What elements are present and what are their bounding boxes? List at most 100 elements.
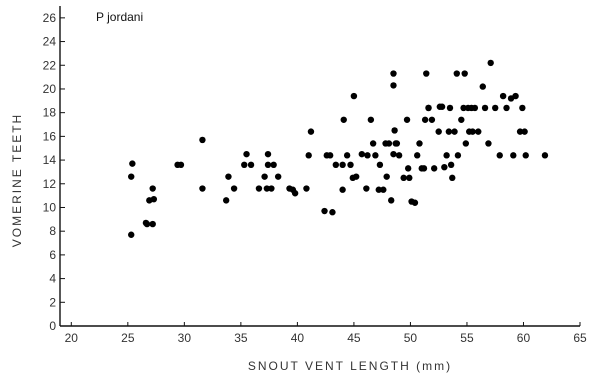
data-point [469, 128, 476, 135]
data-point [150, 195, 158, 203]
data-point [449, 174, 456, 182]
y-tick-label: 22 [43, 58, 57, 72]
data-point [390, 150, 397, 158]
data-point [352, 173, 360, 180]
y-tick-label: 2 [49, 295, 56, 309]
data-point [364, 152, 371, 159]
data-point [291, 190, 299, 197]
data-point [430, 165, 438, 172]
data-point [177, 161, 185, 169]
data-point [445, 128, 453, 135]
data-point [404, 165, 412, 172]
data-point [268, 185, 275, 192]
data-point [332, 161, 340, 169]
data-point [390, 82, 397, 89]
data-point [305, 152, 312, 159]
data-point [541, 152, 549, 159]
data-point [423, 70, 430, 77]
data-point [458, 116, 465, 123]
data-points [128, 59, 549, 238]
data-point [376, 161, 384, 169]
data-point [522, 152, 529, 159]
data-point [446, 104, 454, 112]
y-tick-label: 0 [49, 319, 56, 333]
data-point [369, 140, 377, 147]
data-point [481, 104, 489, 112]
data-point [340, 116, 347, 123]
data-point [149, 220, 156, 228]
data-point [390, 70, 397, 77]
data-point [375, 186, 382, 193]
species-annotation: P jordani [96, 10, 143, 24]
y-tick-label: 18 [43, 106, 57, 120]
x-axis-ticks: 20 25 30 35 40 45 50 55 60 65 [65, 322, 587, 345]
data-point [492, 104, 499, 112]
y-tick-label: 20 [43, 82, 57, 96]
data-point [129, 160, 136, 167]
data-point [350, 92, 358, 100]
y-tick-label: 12 [43, 177, 57, 191]
data-point [510, 152, 517, 159]
data-point [443, 152, 450, 159]
data-point [475, 128, 482, 135]
data-point [243, 150, 250, 158]
y-tick-label: 16 [43, 129, 57, 143]
data-point [372, 152, 379, 159]
data-point [326, 152, 334, 159]
data-point [499, 92, 507, 100]
x-tick-label: 55 [460, 331, 474, 345]
data-point [400, 174, 407, 182]
y-axis-title: VOMERINE TEETH [10, 113, 24, 247]
data-point [460, 104, 467, 112]
data-point [199, 136, 206, 144]
data-point [435, 128, 442, 135]
x-tick-label: 40 [291, 331, 305, 345]
data-point [425, 104, 432, 112]
data-point [128, 173, 135, 180]
data-point [391, 127, 398, 134]
data-point [521, 128, 528, 135]
y-tick-label: 6 [49, 248, 56, 262]
y-tick-label: 4 [49, 272, 56, 286]
data-point [383, 173, 390, 180]
x-tick-label: 25 [121, 331, 135, 345]
data-point [420, 165, 428, 172]
data-point [479, 83, 486, 90]
y-tick-label: 26 [43, 11, 57, 25]
data-point [421, 116, 429, 123]
x-tick-label: 45 [347, 331, 361, 345]
data-point [454, 152, 462, 159]
data-point [347, 161, 354, 169]
data-point [416, 140, 423, 147]
x-tick-label: 65 [573, 331, 587, 345]
x-tick-label: 50 [404, 331, 418, 345]
x-axis-title: SNOUT VENT LENGTH (mm) [248, 359, 452, 373]
data-point [329, 209, 336, 216]
data-point [307, 128, 315, 135]
data-point [512, 92, 519, 100]
data-point [261, 173, 268, 180]
y-tick-label: 8 [49, 224, 56, 238]
data-point [461, 70, 468, 77]
data-point [485, 140, 492, 147]
data-point [128, 231, 135, 238]
data-point [303, 185, 310, 192]
data-point [247, 161, 255, 169]
y-tick-label: 14 [43, 153, 57, 167]
data-point [385, 140, 393, 147]
data-point [395, 152, 403, 159]
data-point [438, 103, 446, 110]
data-point [321, 207, 328, 215]
data-point [388, 197, 395, 204]
data-point [199, 185, 206, 192]
data-point [487, 59, 494, 67]
data-point [255, 185, 263, 192]
data-point [149, 185, 156, 192]
x-tick-label: 20 [65, 331, 79, 345]
data-point [343, 152, 351, 159]
data-point [462, 140, 470, 147]
data-point [339, 161, 346, 169]
data-point [222, 197, 230, 204]
